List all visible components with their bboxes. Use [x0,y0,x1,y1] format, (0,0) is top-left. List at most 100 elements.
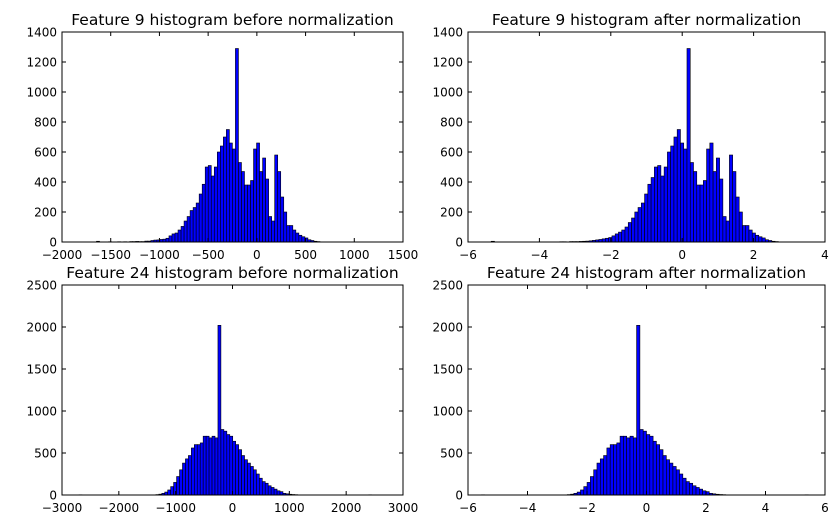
histogram-bar [247,184,251,243]
x-tick-label: 2 [750,248,758,262]
histogram-bar [192,207,197,243]
histogram-bar [301,236,306,243]
histogram-bar [637,207,642,243]
histogram-bar [616,442,621,496]
histogram-bar [185,458,189,496]
y-tick-label: 1000 [26,86,57,100]
histogram-bar [253,148,257,243]
histogram-bar [680,142,685,243]
histogram-bar [180,226,185,243]
x-tick-label: 500 [294,248,317,262]
x-tick-label: 1500 [388,248,419,262]
histogram-bar [650,177,655,243]
histogram-bar [699,488,703,496]
histogram-bar [669,462,674,496]
histogram-bar [271,220,275,243]
histogram-bar [621,229,626,243]
x-tick-label: −1000 [139,248,180,262]
y-tick-label: 0 [49,236,57,250]
histogram-bar [652,440,657,496]
histogram-bar [738,211,743,243]
y-tick-label: 2500 [432,279,463,293]
histogram-bar [761,237,766,243]
histogram-bar [202,435,207,496]
histogram-bar [273,488,278,496]
histogram-bar [259,171,263,243]
histogram-bar [298,234,303,243]
histogram-bar [725,220,730,243]
histogram-bar [198,193,203,243]
histogram-bar [226,129,230,243]
histogram-bar [232,148,236,243]
y-tick-label: 1200 [26,56,57,70]
histogram-bar [199,442,204,496]
histogram-bar [223,430,228,496]
histogram-bar [250,466,254,496]
x-tick-label: 2 [702,501,710,515]
histogram-bar [666,459,670,496]
histogram-bar [732,171,737,243]
y-tick-label: 1200 [432,56,463,70]
x-tick-label: 0 [643,501,651,515]
histogram-bar [605,237,609,243]
histogram-bar [279,491,284,496]
x-tick-label: 0 [229,501,237,515]
histogram-bar [663,166,668,243]
histogram-bar [235,48,239,243]
histogram-bar [626,437,631,496]
histogram-bar [639,429,644,496]
histogram-bar [636,325,641,496]
histogram-bar [241,455,245,496]
histogram-bar [702,180,707,243]
histogram-bar [702,490,707,496]
histogram-bar [599,458,604,496]
histogram-bar [174,232,179,243]
histogram-bar [672,466,677,496]
y-tick-label: 800 [440,116,463,130]
histogram-bar [213,166,218,243]
chart-title: Feature 9 histogram before normalization [71,11,394,29]
histogram-bar [667,151,671,243]
histogram-bar [640,202,645,243]
histogram-bar [217,151,221,243]
histogram-bar [188,455,192,496]
histogram-bar [593,469,598,496]
histogram-bars [490,48,782,243]
histogram-bar [696,184,701,243]
histogram-bar [238,162,242,243]
histogram-bar [253,469,257,496]
histogram-bar [179,469,183,496]
histogram-bar [176,476,180,496]
histogram-bars [84,48,324,243]
histogram-bar [712,171,717,243]
histogram-bar [614,233,619,243]
histogram-bar [238,449,242,496]
histogram-bar [755,234,760,243]
histogram-bar [264,482,269,496]
histogram-bar [289,225,294,243]
histogram-bar [676,129,681,243]
histogram-bar [656,444,661,496]
chart-title: Feature 24 histogram after normalization [487,264,806,282]
y-tick-label: 1400 [432,26,463,40]
histogram-bar [280,196,285,243]
histogram-bar [596,462,601,496]
histogram-bar [191,447,195,496]
histogram-bar [657,165,662,243]
histogram-bar [719,178,724,243]
histogram-bar [182,462,186,496]
histogram-bar [686,48,691,243]
histogram-bar [207,165,212,243]
x-tick-label: −4 [531,248,549,262]
histogram-bar [692,485,697,496]
histogram-bar [189,210,194,243]
histogram-bar [214,437,219,496]
histogram-bar [194,444,198,496]
histogram-bar [201,183,206,243]
histogram-bar [295,232,300,243]
x-tick-label: 3000 [388,501,419,515]
histogram-bar [177,229,182,243]
histogram-bar [262,157,266,243]
histogram-bar [659,449,664,496]
histogram-bar [277,171,282,243]
